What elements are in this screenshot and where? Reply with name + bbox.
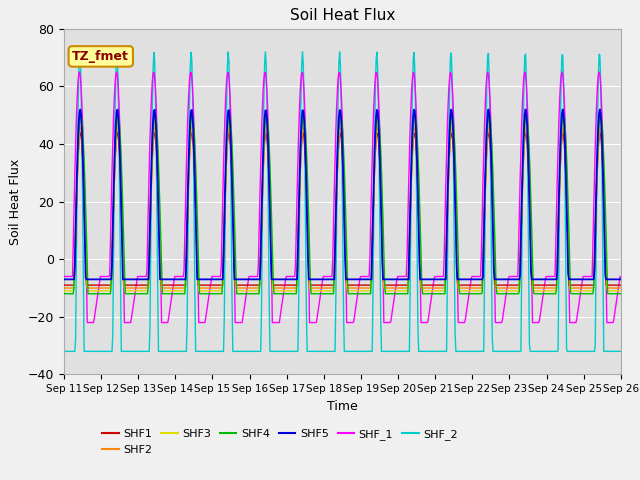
SHF1 <box>428 282 435 288</box>
SHF4 <box>522 112 530 118</box>
SHF4 <box>426 291 434 297</box>
SHF4 <box>410 116 418 122</box>
SHF5 <box>426 276 434 282</box>
SHF4 <box>617 291 625 297</box>
SHF1 <box>214 282 222 288</box>
SHF_2 <box>617 348 625 354</box>
SHF_1 <box>70 204 78 209</box>
SHF2 <box>411 124 419 130</box>
SHF5 <box>559 107 566 112</box>
SHF_1 <box>214 274 222 279</box>
SHF4 <box>184 190 192 195</box>
SHF3 <box>127 288 135 294</box>
SHF5 <box>214 276 221 282</box>
SHF_2 <box>428 348 435 354</box>
SHF2 <box>214 285 221 291</box>
SHF2 <box>428 285 435 291</box>
Title: Soil Heat Flux: Soil Heat Flux <box>290 9 395 24</box>
SHF5 <box>617 276 625 282</box>
SHF1 <box>70 282 78 288</box>
Line: SHF_2: SHF_2 <box>64 52 621 351</box>
Line: SHF5: SHF5 <box>64 109 621 279</box>
Line: SHF2: SHF2 <box>64 127 621 288</box>
SHF5 <box>70 276 78 282</box>
SHF_2 <box>184 237 192 242</box>
SHF_2 <box>214 348 221 354</box>
X-axis label: Time: Time <box>327 400 358 413</box>
SHF1 <box>411 131 419 136</box>
SHF2 <box>262 124 270 130</box>
Line: SHF3: SHF3 <box>64 121 621 291</box>
SHF3 <box>70 286 78 292</box>
SHF2 <box>60 285 68 291</box>
SHF3 <box>411 118 419 124</box>
SHF1 <box>185 176 193 181</box>
SHF_1 <box>411 78 419 84</box>
SHF4 <box>60 291 68 297</box>
Line: SHF1: SHF1 <box>64 132 621 285</box>
SHF4 <box>214 291 221 297</box>
SHF_1 <box>558 69 566 75</box>
SHF4 <box>70 282 78 288</box>
SHF1 <box>60 282 68 288</box>
SHF5 <box>410 107 418 113</box>
SHF_1 <box>617 274 625 279</box>
Line: SHF4: SHF4 <box>64 115 621 294</box>
SHF_1 <box>185 92 193 98</box>
SHF_1 <box>428 297 435 303</box>
SHF_2 <box>411 67 419 73</box>
SHF3 <box>428 288 435 294</box>
Line: SHF_1: SHF_1 <box>64 72 621 323</box>
SHF1 <box>113 130 121 135</box>
Legend: SHF1, SHF2, SHF3, SHF4, SHF5, SHF_1, SHF_2: SHF1, SHF2, SHF3, SHF4, SHF5, SHF_1, SHF… <box>97 425 462 459</box>
SHF3 <box>184 193 192 199</box>
SHF2 <box>127 285 135 291</box>
SHF_2 <box>299 49 307 55</box>
SHF_2 <box>127 348 135 354</box>
SHF_2 <box>70 348 78 354</box>
SHF3 <box>410 121 418 127</box>
SHF_2 <box>60 348 68 354</box>
SHF_1 <box>60 274 68 279</box>
SHF1 <box>128 282 136 288</box>
SHF2 <box>617 285 625 291</box>
SHF3 <box>60 288 68 294</box>
SHF3 <box>214 288 221 294</box>
SHF2 <box>184 196 192 202</box>
SHF5 <box>184 187 192 193</box>
SHF1 <box>617 282 625 288</box>
SHF5 <box>60 276 68 282</box>
SHF_1 <box>128 311 136 316</box>
SHF5 <box>127 276 135 282</box>
SHF2 <box>70 285 78 291</box>
SHF_1 <box>83 320 91 325</box>
SHF4 <box>127 291 135 297</box>
Y-axis label: Soil Heat Flux: Soil Heat Flux <box>10 158 22 245</box>
Text: TZ_fmet: TZ_fmet <box>72 50 129 63</box>
SHF3 <box>617 288 625 294</box>
